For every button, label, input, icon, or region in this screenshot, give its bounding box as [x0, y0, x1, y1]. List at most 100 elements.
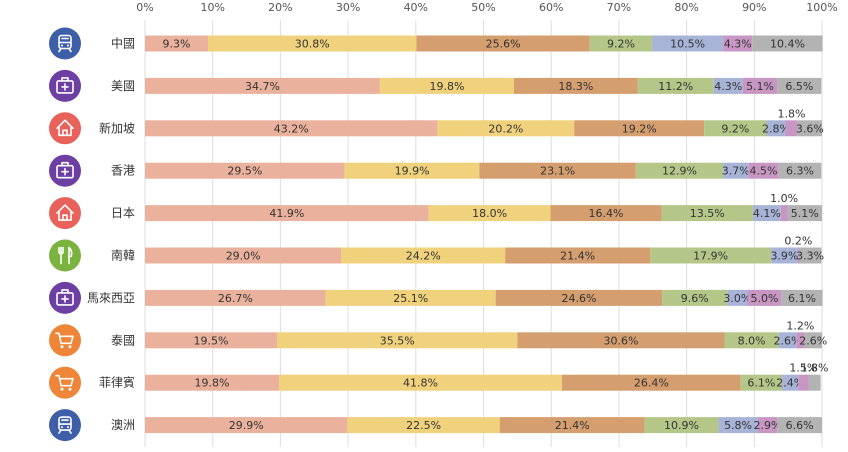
bar-segment [145, 247, 342, 264]
bar-segment [661, 205, 753, 222]
data-label: 25.1% [393, 292, 428, 305]
bar-segment [145, 77, 380, 94]
data-label: 3.7% [722, 165, 750, 178]
data-label: 1.8% [778, 107, 806, 120]
x-tick-label: 30% [336, 1, 360, 14]
data-label: 29.5% [227, 165, 262, 178]
data-label: 13.5% [690, 207, 725, 220]
bar-segment [757, 417, 778, 434]
category-label: 新加坡 [99, 120, 135, 135]
data-label: 29.0% [226, 250, 261, 263]
category-label: 美國 [111, 79, 135, 93]
data-label: 19.5% [194, 334, 229, 347]
data-label: 6.5% [785, 80, 813, 93]
x-tick-label: 40% [404, 1, 428, 14]
bar-segment [782, 374, 799, 391]
bar-segment [797, 120, 822, 137]
bar-segment [145, 417, 348, 434]
bar-segment [479, 162, 636, 179]
bar-segment [279, 374, 563, 391]
bar-segment [777, 77, 822, 94]
bar-segment [562, 374, 741, 391]
bar-segment [747, 289, 782, 306]
x-tick-label: 0% [136, 1, 153, 14]
bar-segment [777, 417, 822, 434]
data-label: 3.0% [723, 292, 751, 305]
data-label: 2.8% [762, 122, 790, 135]
data-label: 4.1% [753, 207, 781, 220]
bar-segment [513, 77, 638, 94]
bar-segment [797, 247, 799, 264]
bar-segment [704, 120, 767, 137]
bar-segment [724, 332, 779, 349]
bar-segment [752, 35, 823, 52]
data-label: 11.2% [658, 80, 693, 93]
data-label: 2.6% [773, 334, 801, 347]
bar-segment [727, 289, 748, 306]
data-label: 20.2% [488, 122, 523, 135]
bar-segment [771, 247, 798, 264]
data-label: 23.1% [540, 165, 575, 178]
fork-knife-icon [49, 239, 81, 272]
bar-segment [808, 374, 821, 391]
data-label: 41.9% [269, 207, 304, 220]
bar-segment [787, 205, 822, 222]
cart-icon [49, 324, 81, 357]
data-label: 9.6% [681, 292, 709, 305]
bar-segment [505, 247, 651, 264]
bars: 9.3% 30.8% 25.6% 9.2% 10.5% 4.3% 10.4% 34.7% 19.… [145, 35, 829, 434]
bar-segment [713, 77, 743, 94]
data-label: 10.4% [770, 38, 805, 51]
x-tick-label: 80% [674, 1, 698, 14]
bar-segment [145, 162, 345, 179]
data-label: 34.7% [245, 80, 280, 93]
bar-segment [804, 332, 822, 349]
data-label: 19.9% [395, 165, 430, 178]
data-label: 19.8% [195, 377, 230, 390]
data-label: 2.9% [754, 419, 782, 432]
data-label: 24.2% [406, 250, 441, 263]
category-label: 南韓 [111, 248, 135, 263]
data-label: 1.0% [770, 192, 798, 205]
bar-segment [740, 374, 783, 391]
bar-segment [650, 247, 772, 264]
bar-segment [796, 332, 805, 349]
medical-bag-icon [49, 69, 81, 102]
bar-segment [145, 289, 326, 306]
category-label: 中國 [111, 36, 135, 51]
bar-segment [778, 162, 822, 179]
data-label: 4.5% [749, 165, 777, 178]
data-label: 10.5% [670, 38, 705, 51]
bar-segment [207, 35, 417, 52]
data-label: 1.2% [786, 319, 814, 332]
data-label: 9.2% [607, 38, 635, 51]
data-label: 6.1% [747, 377, 775, 390]
bar-segment [437, 120, 575, 137]
data-label: 10.9% [664, 419, 699, 432]
data-label: 24.6% [561, 292, 596, 305]
data-label: 1.8% [801, 362, 829, 375]
home-icon [49, 197, 81, 230]
x-tick-label: 90% [742, 1, 766, 14]
data-label: 6.6% [786, 419, 814, 432]
bar-segment [325, 289, 496, 306]
bar-segment [517, 332, 725, 349]
data-label: 17.9% [693, 250, 728, 263]
bar-segment [589, 35, 653, 52]
home-icon [49, 112, 81, 145]
bar-segment [778, 332, 797, 349]
data-label: 0.2% [784, 235, 812, 248]
bar-segment [145, 374, 280, 391]
bar-segment [574, 120, 705, 137]
data-label: 30.8% [295, 38, 330, 51]
train-icon [49, 409, 81, 442]
data-label: 2.6% [799, 334, 827, 347]
bar-segment [379, 77, 514, 94]
bar-segment [798, 247, 822, 264]
data-label: 3.9% [770, 250, 798, 263]
data-label: 22.5% [406, 419, 441, 432]
data-label: 8.0% [738, 334, 766, 347]
bar-segment [644, 417, 719, 434]
